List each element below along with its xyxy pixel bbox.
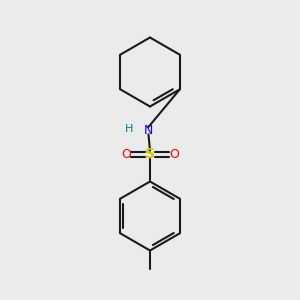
- Text: S: S: [145, 148, 155, 161]
- Text: O: O: [121, 148, 131, 161]
- Text: H: H: [125, 124, 133, 134]
- Text: N: N: [144, 124, 153, 137]
- Text: O: O: [169, 148, 179, 161]
